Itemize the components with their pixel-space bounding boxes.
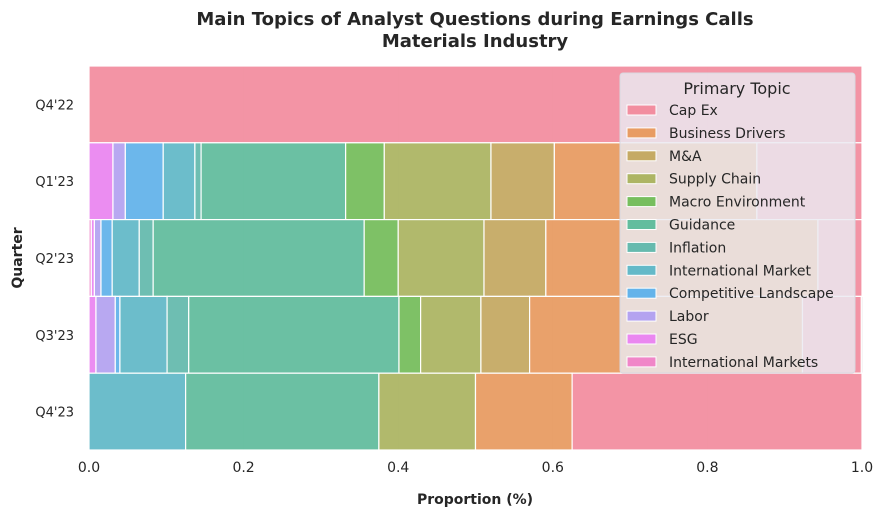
bar-segment-competitive-landscape bbox=[114, 295, 121, 374]
legend-item: Business Drivers bbox=[626, 126, 786, 142]
x-tick-label: 0.0 bbox=[78, 460, 100, 476]
bar-segment-supply-chain bbox=[397, 219, 485, 298]
legend-label: Macro Environment bbox=[669, 195, 806, 211]
legend-swatch bbox=[626, 219, 657, 230]
legend-swatch bbox=[626, 196, 657, 208]
legend-swatch bbox=[626, 241, 657, 253]
legend-item: Competitive Landscape bbox=[626, 286, 834, 302]
y-tick-label: Q4'22 bbox=[35, 98, 74, 113]
bar-segment-m-a bbox=[480, 295, 531, 374]
legend-label: ESG bbox=[669, 332, 698, 348]
x-tick-label: 0.8 bbox=[696, 460, 718, 476]
legend-item: Macro Environment bbox=[626, 195, 806, 211]
chart-title: Main Topics of Analyst Questions during … bbox=[196, 9, 753, 30]
bar-segment-supply-chain bbox=[420, 295, 482, 374]
bar-segment-cap-ex bbox=[571, 372, 863, 451]
legend-label: Inflation bbox=[669, 240, 726, 256]
bar-segment-inflation bbox=[138, 219, 154, 298]
bar-segment-competitive-landscape bbox=[100, 219, 113, 298]
bar-segment-macro-environment bbox=[363, 219, 399, 298]
y-tick-label: Q2'23 bbox=[35, 252, 74, 267]
legend-item: Guidance bbox=[626, 218, 735, 234]
legend-swatch bbox=[626, 333, 657, 345]
bar-segment-international-market bbox=[88, 372, 187, 451]
legend-label: Labor bbox=[669, 309, 709, 325]
legend: Primary Topic Cap Ex Business Drivers M&A S… bbox=[619, 72, 856, 374]
chart-subtitle: Materials Industry bbox=[382, 31, 569, 52]
legend-item: International Market bbox=[626, 263, 811, 279]
legend-swatch bbox=[626, 356, 657, 368]
legend-swatch bbox=[626, 287, 657, 299]
bar-segment-guidance bbox=[152, 219, 365, 298]
bar-segment-inflation bbox=[166, 295, 190, 374]
legend-label: Competitive Landscape bbox=[669, 286, 834, 302]
legend-title: Primary Topic bbox=[683, 79, 790, 98]
bar-segment-m-a bbox=[483, 219, 547, 298]
bar-segment-international-market bbox=[162, 142, 196, 221]
legend-item: International Markets bbox=[626, 355, 818, 371]
bar-segment-labor bbox=[95, 295, 116, 374]
legend-label: M&A bbox=[669, 149, 702, 165]
legend-item: Supply Chain bbox=[626, 172, 761, 188]
bar-segment-guidance bbox=[200, 142, 347, 221]
bar-segment-esg bbox=[88, 142, 114, 221]
bar-segment-supply-chain bbox=[378, 372, 477, 451]
legend-label: Guidance bbox=[669, 218, 735, 234]
bar-segment-labor bbox=[112, 142, 126, 221]
legend-swatch bbox=[626, 264, 657, 276]
bar-segment-international-market bbox=[119, 295, 168, 374]
legend-swatch bbox=[626, 127, 657, 139]
legend-item: ESG bbox=[626, 332, 698, 348]
bar-segment-macro-environment bbox=[345, 142, 385, 221]
legend-item: M&A bbox=[626, 149, 702, 165]
y-tick-label: Q1'23 bbox=[35, 175, 74, 190]
bar-segment-international-market bbox=[111, 219, 140, 298]
x-tick-label: 0.6 bbox=[542, 460, 564, 476]
bar-segment-inflation bbox=[194, 142, 202, 221]
legend-swatch bbox=[626, 173, 657, 185]
bar-segment-labor bbox=[93, 219, 102, 298]
x-tick-label: 0.4 bbox=[387, 460, 409, 476]
bar-segment-guidance bbox=[185, 372, 380, 451]
legend-swatch bbox=[626, 104, 657, 116]
bar-segment-guidance bbox=[188, 295, 400, 374]
x-tick-label: 1.0 bbox=[851, 460, 873, 476]
legend-label: International Market bbox=[669, 263, 811, 279]
bar-segment-supply-chain bbox=[383, 142, 492, 221]
x-tick-label: 0.2 bbox=[232, 460, 254, 476]
y-tick-label: Q4'23 bbox=[35, 406, 74, 421]
bar-segment-esg bbox=[88, 295, 97, 374]
legend-swatch bbox=[626, 310, 657, 322]
legend-label: Supply Chain bbox=[669, 172, 761, 188]
legend-item: Cap Ex bbox=[626, 103, 718, 119]
legend-label: International Markets bbox=[669, 355, 818, 371]
legend-item: Inflation bbox=[626, 240, 726, 256]
legend-item: Labor bbox=[626, 309, 709, 325]
legend-label: Business Drivers bbox=[669, 126, 786, 142]
bar-segment-macro-environment bbox=[398, 295, 422, 374]
y-axis-label: Quarter bbox=[10, 227, 26, 288]
y-tick-label: Q3'23 bbox=[35, 329, 74, 344]
x-axis-label: Proportion (%) bbox=[417, 492, 533, 508]
bar-segment-business-drivers bbox=[474, 372, 573, 451]
bar-segment-competitive-landscape bbox=[124, 142, 164, 221]
legend-label: Cap Ex bbox=[669, 103, 718, 119]
bar-segment-m-a bbox=[490, 142, 555, 221]
legend-swatch bbox=[626, 150, 657, 162]
